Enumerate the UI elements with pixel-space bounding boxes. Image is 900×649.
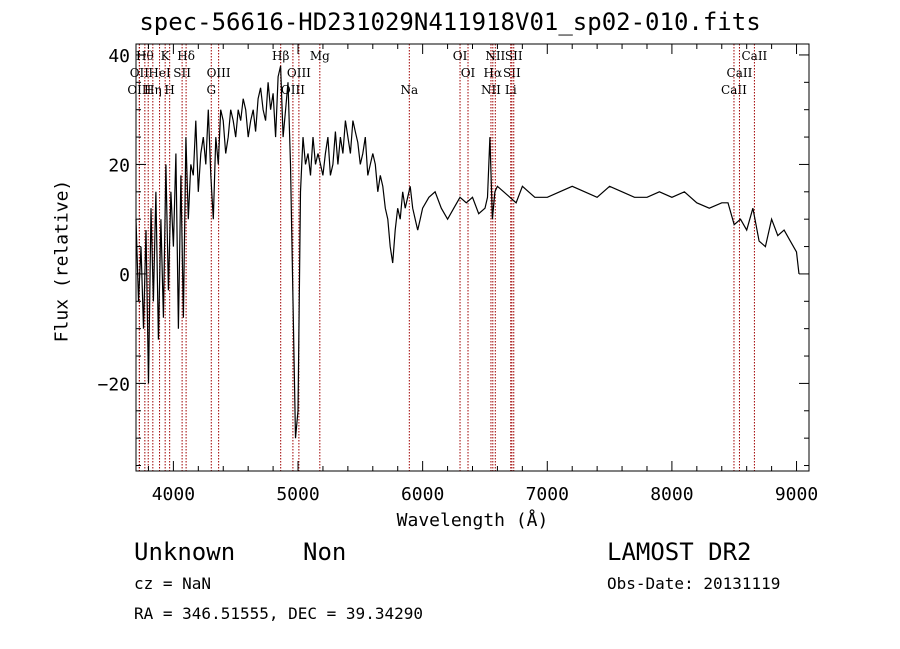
- obs-date: Obs-Date: 20131119: [607, 574, 781, 593]
- line-marker-label: HeI: [148, 66, 171, 80]
- line-marker-label: OIII: [127, 83, 151, 97]
- line-marker-label: OIII: [281, 83, 305, 97]
- line-marker-label: Hδ: [177, 49, 195, 63]
- y-tick-label: 20: [108, 155, 130, 176]
- line-marker-label: NII: [485, 49, 505, 63]
- line-marker-label: OIII: [207, 66, 231, 80]
- line-marker-label: Na: [400, 83, 418, 97]
- coordinates-readout: RA = 346.51555, DEC = 39.34290: [134, 604, 423, 623]
- line-marker-label: SII: [505, 49, 523, 63]
- line-marker-label: OI: [453, 49, 468, 63]
- line-marker-label: CaII: [721, 83, 747, 97]
- line-marker-label: SII: [173, 66, 191, 80]
- line-marker-label: Hη: [144, 83, 162, 97]
- line-marker-label: CaII: [741, 49, 767, 63]
- line-marker-label: Hα: [484, 66, 503, 80]
- x-axis-label: Wavelength (Å): [396, 510, 549, 531]
- object-subclass: Non: [303, 538, 347, 566]
- spectrum-line: [135, 65, 800, 439]
- line-marker-label: Mg: [310, 49, 330, 63]
- x-tick-label: 6000: [401, 484, 444, 505]
- line-marker-label: OIII: [287, 66, 311, 80]
- x-tick-label: 7000: [526, 484, 569, 505]
- line-marker-label: Hβ: [272, 49, 289, 63]
- line-marker-label: Li: [505, 83, 517, 97]
- line-marker-label: NII: [481, 83, 501, 97]
- line-marker-label: G: [206, 83, 216, 97]
- line-marker-label: Hθ: [136, 49, 154, 63]
- line-marker-label: CaII: [727, 66, 753, 80]
- y-tick-label: 40: [108, 46, 130, 67]
- plot-frame: [135, 43, 810, 472]
- line-marker-label: K: [161, 49, 171, 63]
- chart-title: spec-56616-HD231029N411918V01_sp02-010.f…: [139, 8, 761, 36]
- object-class: Unknown: [134, 538, 236, 566]
- line-marker-label: SII: [503, 66, 521, 80]
- survey-name: LAMOST DR2: [607, 538, 752, 566]
- x-tick-label: 8000: [650, 484, 693, 505]
- x-tick-label: 4000: [152, 484, 195, 505]
- redshift-readout: cz = NaN: [134, 574, 212, 593]
- x-tick-label: 5000: [276, 484, 319, 505]
- line-marker-label: OI: [461, 66, 476, 80]
- y-tick-label: −20: [97, 374, 130, 395]
- line-marker-label: H: [164, 83, 174, 97]
- y-tick-label: 0: [119, 265, 130, 286]
- y-axis-label: Flux (relative): [51, 179, 73, 343]
- x-tick-label: 9000: [775, 484, 818, 505]
